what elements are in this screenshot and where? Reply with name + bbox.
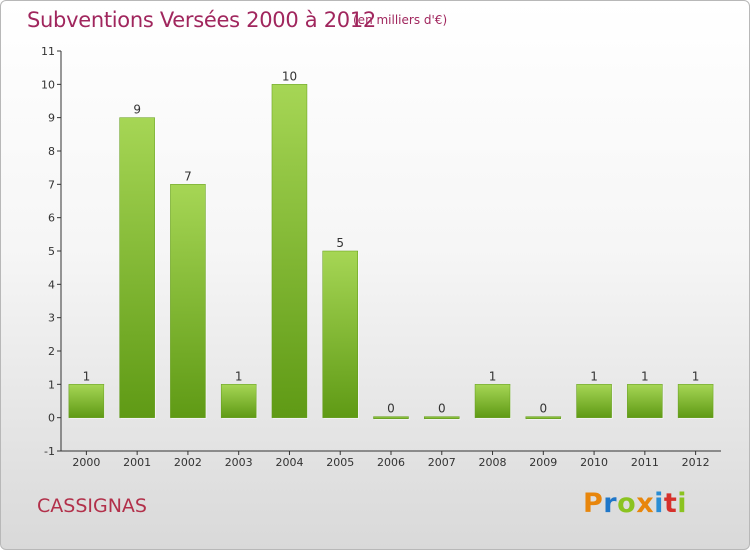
y-tick-label: -1 <box>44 445 55 458</box>
x-tick-label: 2003 <box>225 456 253 469</box>
y-tick-label: 3 <box>48 312 55 325</box>
bar-2011 <box>627 384 663 418</box>
value-label: 1 <box>83 369 91 383</box>
y-tick-label: 10 <box>41 78 55 91</box>
commune-name: CASSIGNAS <box>37 495 147 517</box>
x-tick-label: 2007 <box>428 456 456 469</box>
y-tick-label: 7 <box>48 178 55 191</box>
chart-subtitle: (en milliers d'€) <box>353 13 448 27</box>
bar-2004 <box>271 84 308 418</box>
value-label: 1 <box>692 369 700 383</box>
value-label: 1 <box>489 369 497 383</box>
value-label: 1 <box>590 369 598 383</box>
x-tick-label: 2002 <box>174 456 202 469</box>
x-tick-label: 2004 <box>275 456 303 469</box>
chart-title: Subventions Versées 2000 à 2012 <box>27 8 376 32</box>
bar-2009 <box>525 416 562 419</box>
bar-2005 <box>322 250 358 418</box>
y-tick-label: 9 <box>48 112 55 125</box>
bar-2006 <box>373 416 409 419</box>
bar-2008 <box>474 384 511 418</box>
value-label: 10 <box>282 69 297 83</box>
y-tick-label: 5 <box>48 245 55 258</box>
value-label: 1 <box>641 369 649 383</box>
x-tick-label: 2011 <box>631 456 659 469</box>
bar-2007 <box>424 416 460 419</box>
y-tick-label: 6 <box>48 212 55 225</box>
value-label: 0 <box>387 402 395 416</box>
logo-letter: r <box>603 488 618 519</box>
bar-2010 <box>576 384 612 418</box>
y-tick-label: 11 <box>41 45 55 58</box>
x-tick-label: 2006 <box>377 456 405 469</box>
bar-2012 <box>677 384 714 418</box>
value-label: 1 <box>235 369 243 383</box>
logo-letter: t <box>663 488 678 519</box>
value-label: 9 <box>133 103 141 117</box>
y-tick-label: 1 <box>48 378 55 391</box>
y-tick-label: 2 <box>48 345 55 358</box>
bar-2003 <box>220 384 257 418</box>
y-tick-label: 4 <box>48 278 55 291</box>
x-tick-label: 2010 <box>580 456 608 469</box>
logo-letter: i <box>677 488 688 519</box>
proxiti-logo[interactable]: Proxiti <box>583 488 687 519</box>
bar-2001 <box>119 117 155 418</box>
value-label: 7 <box>184 169 192 183</box>
logo-letter: P <box>583 488 604 519</box>
logo-letter: x <box>636 488 655 519</box>
bar-2002 <box>170 184 206 418</box>
x-tick-label: 2000 <box>72 456 100 469</box>
x-tick-label: 2012 <box>682 456 710 469</box>
x-tick-label: 2001 <box>123 456 151 469</box>
x-tick-label: 2008 <box>479 456 507 469</box>
bar-2000 <box>68 384 105 418</box>
y-tick-label: 8 <box>48 145 55 158</box>
bars <box>68 84 715 420</box>
value-label: 0 <box>539 402 547 416</box>
value-label: 0 <box>438 402 446 416</box>
x-tick-label: 2005 <box>326 456 354 469</box>
logo-letter: i <box>654 488 664 519</box>
value-label: 5 <box>336 236 344 250</box>
x-tick-label: 2009 <box>529 456 557 469</box>
logo-letter: o <box>617 488 637 519</box>
y-tick-label: 0 <box>48 412 55 425</box>
